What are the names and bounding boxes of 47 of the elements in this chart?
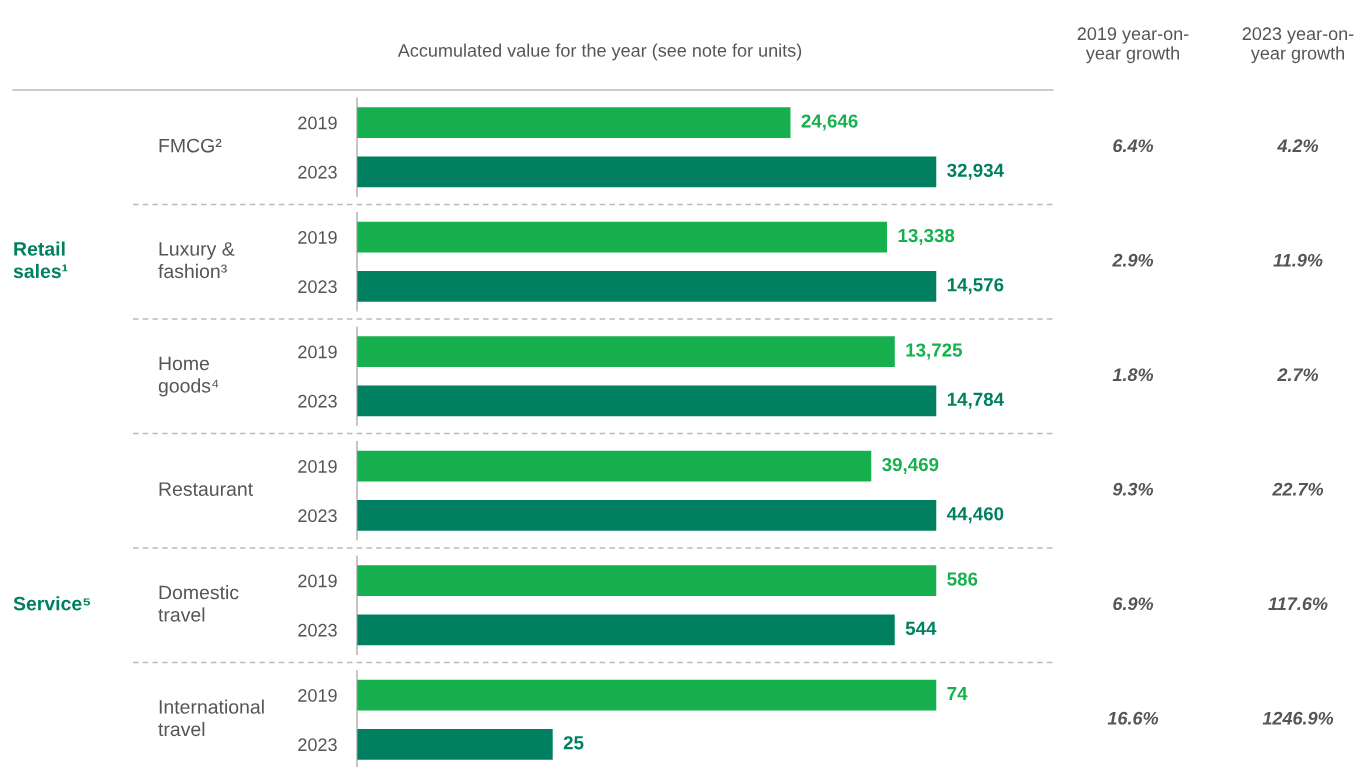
text: 2.7% (1277, 368, 1319, 382)
y-tick-label: 2023 (298, 509, 337, 523)
y-tick-label: 2019 (298, 689, 337, 702)
text: 6.4% (1113, 139, 1154, 153)
text: Home goods⁴ (158, 356, 219, 397)
text: Domestic travel (158, 585, 239, 622)
data-label: 39,469 (882, 457, 939, 474)
data-label: 74 (947, 687, 968, 700)
text: 11.9% (1273, 253, 1323, 267)
text: 9.3% (1112, 482, 1154, 496)
y-tick-label: 2023 (298, 280, 337, 294)
y-tick-label: 2023 (298, 623, 337, 637)
data-label: 13,338 (898, 228, 955, 245)
text: 117.6% (1268, 597, 1328, 611)
data-label: 544 (905, 621, 937, 635)
y-tick-label: 2023 (298, 165, 337, 179)
y-tick-label: 2023 (298, 738, 337, 752)
text: 16.6% (1107, 711, 1159, 725)
text: Restaurant (159, 482, 253, 496)
x-axis-title: Accumulated value for the year (see note for units) (397, 43, 802, 61)
text: 2023 year-on- year growth (1242, 27, 1354, 64)
y-axis-title: Retail sales¹ (13, 241, 68, 279)
y-axis-title: Service⁵ (13, 596, 91, 611)
data-label: 586 (947, 572, 978, 586)
text: 1.8% (1112, 368, 1154, 382)
data-label: 44,460 (946, 507, 1004, 524)
y-tick-label: 2019 (298, 574, 337, 588)
text: 6.9% (1113, 597, 1154, 611)
text: 2019 year-on- year growth (1077, 27, 1189, 64)
data-label: 25 (563, 736, 584, 750)
data-label: 13,725 (906, 343, 963, 360)
text: International travel (158, 699, 264, 737)
data-label: 32,934 (947, 163, 1004, 180)
text: 2.9% (1112, 253, 1154, 267)
text: 22.7% (1272, 482, 1324, 496)
y-tick-label: 2019 (298, 345, 337, 359)
data-label: 14,576 (947, 278, 1004, 295)
y-tick-label: 2019 (298, 116, 337, 130)
text: 1246.9% (1262, 711, 1334, 725)
y-tick-label: 2019 (298, 231, 337, 244)
data-label: 24,646 (801, 114, 858, 131)
y-tick-label: 2019 (298, 460, 337, 473)
text: 4.2% (1277, 139, 1319, 153)
text: Luxury & fashion³ (158, 242, 235, 279)
text: FMCG² (159, 138, 222, 153)
data-label: 14,784 (947, 392, 1004, 409)
y-tick-label: 2023 (298, 394, 337, 408)
